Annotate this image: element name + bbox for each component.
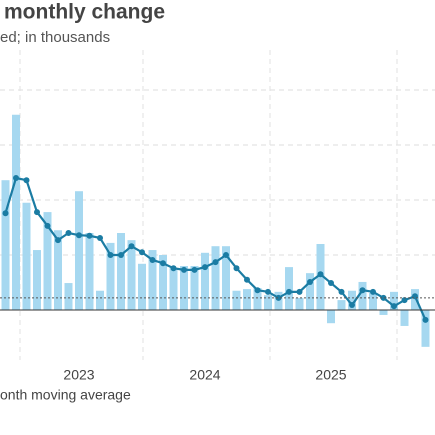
bar [306,273,314,310]
line-point [422,316,429,323]
bar [379,310,388,315]
x-tick-label: 2023 [63,367,94,383]
line-point [275,294,282,301]
line-point [55,237,61,244]
line-point [380,294,387,301]
bar [117,233,125,310]
line-point [338,288,345,295]
bar [75,191,83,310]
line-point [13,175,19,181]
line-point [44,222,51,229]
bar [358,281,367,310]
bar [337,300,346,310]
bar [33,250,41,310]
grid [0,50,435,360]
line-point [349,302,355,309]
line-point [191,266,198,273]
line-point [2,210,9,217]
line-point [170,265,177,272]
line-point [286,288,292,295]
bar [222,246,230,310]
line-point [401,297,408,304]
line-point [370,288,376,295]
line-point [34,209,40,216]
bar [243,289,251,310]
bar [201,252,209,310]
line-point [212,259,219,266]
line-point [118,252,124,258]
line-point [139,249,145,256]
line-point [296,288,303,295]
line-point [76,232,82,239]
legend-label: onth moving average [0,387,131,403]
line-point [254,287,261,294]
line-point [181,266,187,273]
bar [127,240,136,310]
line-point [160,260,166,267]
bar [421,310,430,347]
bar [190,266,199,310]
line-point [128,243,135,250]
bar [253,288,262,310]
line-point [97,234,103,241]
bar [1,180,10,310]
line-point [23,177,30,184]
bar [285,267,293,310]
line-point [202,264,208,271]
line-point [244,276,250,283]
bar [159,255,167,310]
line-point [317,271,324,278]
line-point [86,232,93,239]
bar [274,291,283,310]
chart-subtitle: ed; in thousands [0,29,110,46]
bar [264,295,272,310]
bar [64,283,73,310]
line-point [233,265,240,272]
bar [369,292,377,310]
bar [96,290,104,310]
line-point [359,287,366,294]
bar [390,291,398,310]
line-point [223,252,229,258]
bar [43,212,52,310]
x-tick-label: 2024 [189,367,220,383]
bar [85,233,94,310]
x-tick-label: 2025 [315,367,346,383]
line-point [65,230,72,236]
bar [180,266,188,310]
bar [106,242,115,310]
bar [22,202,31,310]
labels: 2023 2024 2025 onth moving average [0,367,347,403]
line-point [328,280,334,287]
bar [411,289,419,310]
bar [327,310,335,324]
bar [12,114,20,310]
bar [232,290,241,310]
bar [295,297,304,310]
line-point [265,288,271,295]
bar [138,263,146,310]
bar [211,246,220,310]
line-point [149,256,156,263]
bar [400,310,409,326]
line-point [307,278,313,285]
bar [348,290,356,310]
bar [169,268,178,310]
bars [1,114,430,347]
bar [54,230,62,310]
line-point [391,303,397,310]
lines [0,175,435,323]
bar [148,250,157,310]
line-point [107,252,114,258]
chart-title: monthly change [4,1,165,24]
